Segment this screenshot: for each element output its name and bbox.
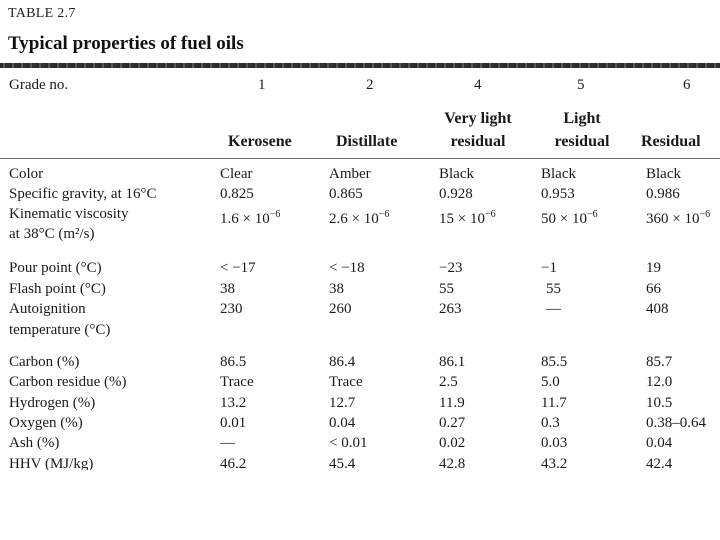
cell-ash-1: — [220, 435, 235, 451]
cell-autoign-2: 260 [329, 301, 352, 317]
type-light-line1: Light [563, 110, 601, 127]
cell-ash-2: < 0.01 [329, 435, 368, 451]
row-label-specific-gravity: Specific gravity, at 16°C [9, 186, 157, 202]
type-distillate: Distillate [336, 133, 398, 150]
cell-viscosity-1: 1.6 × 10−6 [220, 209, 281, 227]
cell-residue-4: 2.5 [439, 374, 458, 390]
cell-oxygen-5: 0.3 [541, 415, 560, 431]
cell-ash-5: 0.03 [541, 435, 568, 451]
grade-number-4: 4 [474, 77, 482, 93]
cell-hhv-4: 42.8 [439, 456, 466, 470]
blank-margin [0, 470, 720, 540]
cell-color-6: Black [646, 166, 681, 182]
cell-residue-6: 12.0 [646, 374, 673, 390]
row-label-carbon: Carbon (%) [9, 354, 80, 370]
cell-ash-6: 0.04 [646, 435, 673, 451]
cell-pour-6: 19 [646, 260, 661, 276]
cell-residue-1: Trace [220, 374, 254, 390]
cell-pour-5: −1 [541, 260, 557, 276]
cell-oxygen-6: 0.38–0.64 [646, 415, 706, 431]
cell-viscosity-6: 360 × 10−6 [646, 209, 711, 227]
cell-hydrogen-1: 13.2 [220, 395, 247, 411]
cell-viscosity-2: 2.6 × 10−6 [329, 209, 390, 227]
row-label-viscosity: Kinematic viscosity [9, 206, 129, 222]
table-number: TABLE 2.7 [8, 6, 76, 21]
cell-oxygen-1: 0.01 [220, 415, 247, 431]
cell-flash-5: 55 [546, 281, 561, 297]
cell-color-5: Black [541, 166, 576, 182]
cell-flash-6: 66 [646, 281, 661, 297]
row-label-autoignition-units: temperature (°C) [9, 322, 111, 338]
cell-hhv-5: 43.2 [541, 456, 568, 470]
cell-sg-5: 0.953 [541, 186, 575, 202]
cell-oxygen-4: 0.27 [439, 415, 466, 431]
cell-sg-6: 0.986 [646, 186, 680, 202]
type-very-light-line2: residual [450, 133, 506, 150]
cell-hydrogen-6: 10.5 [646, 395, 673, 411]
type-residual: Residual [641, 133, 701, 150]
cell-hhv-2: 45.4 [329, 456, 356, 470]
cell-flash-1: 38 [220, 281, 235, 297]
fuel-oil-table-page: TABLE 2.7 Typical properties of fuel oil… [0, 6, 720, 470]
grade-number-2: 2 [366, 77, 374, 93]
header-top-rule [0, 63, 720, 68]
cell-sg-2: 0.865 [329, 186, 363, 202]
cell-residue-5: 5.0 [541, 374, 560, 390]
row-label-carbon-residue: Carbon residue (%) [9, 374, 127, 390]
cell-autoign-4: 263 [439, 301, 462, 317]
grade-no-header: Grade no. [9, 77, 69, 93]
cell-pour-4: −23 [439, 260, 463, 276]
cell-autoign-1: 230 [220, 301, 243, 317]
cell-hydrogen-2: 12.7 [329, 395, 356, 411]
cell-pour-1: < −17 [220, 260, 256, 276]
cell-sg-1: 0.825 [220, 186, 254, 202]
type-very-light-line1: Very light [444, 110, 512, 127]
cell-carbon-2: 86.4 [329, 354, 356, 370]
cell-color-1: Clear [220, 166, 253, 182]
cell-ash-4: 0.02 [439, 435, 466, 451]
cell-carbon-6: 85.7 [646, 354, 673, 370]
cell-carbon-4: 86.1 [439, 354, 466, 370]
row-label-flash-point: Flash point (°C) [9, 281, 106, 297]
grade-number-6: 6 [683, 77, 691, 93]
cell-color-2: Amber [329, 166, 371, 182]
grade-number-5: 5 [577, 77, 585, 93]
cell-autoign-5: — [546, 301, 561, 317]
cell-residue-2: Trace [329, 374, 363, 390]
row-label-hydrogen: Hydrogen (%) [9, 395, 96, 411]
row-label-viscosity-units: at 38°C (m²/s) [9, 226, 95, 242]
row-label-hhv: HHV (MJ/kg) [9, 456, 94, 470]
cell-hhv-6: 42.4 [646, 456, 673, 470]
cell-pour-2: < −18 [329, 260, 365, 276]
cell-hydrogen-5: 11.7 [541, 395, 567, 411]
cell-color-4: Black [439, 166, 474, 182]
cell-viscosity-4: 15 × 10−6 [439, 209, 496, 227]
type-kerosene: Kerosene [228, 133, 292, 150]
cell-sg-4: 0.928 [439, 186, 473, 202]
cell-oxygen-2: 0.04 [329, 415, 356, 431]
type-light-line2: residual [554, 133, 610, 150]
cell-flash-2: 38 [329, 281, 344, 297]
cell-viscosity-5: 50 × 10−6 [541, 209, 598, 227]
row-label-ash: Ash (%) [9, 435, 60, 451]
cell-autoign-6: 408 [646, 301, 669, 317]
table-title: Typical properties of fuel oils [8, 33, 244, 54]
header-bottom-rule [0, 158, 720, 159]
row-label-pour-point: Pour point (°C) [9, 260, 102, 276]
cell-carbon-5: 85.5 [541, 354, 568, 370]
cell-hhv-1: 46.2 [220, 456, 247, 470]
row-label-autoignition: Autoignition [9, 301, 86, 317]
row-label-color: Color [9, 166, 44, 182]
cell-flash-4: 55 [439, 281, 454, 297]
row-label-oxygen: Oxygen (%) [9, 415, 83, 431]
cell-carbon-1: 86.5 [220, 354, 247, 370]
cell-hydrogen-4: 11.9 [439, 395, 465, 411]
grade-number-1: 1 [258, 77, 266, 93]
